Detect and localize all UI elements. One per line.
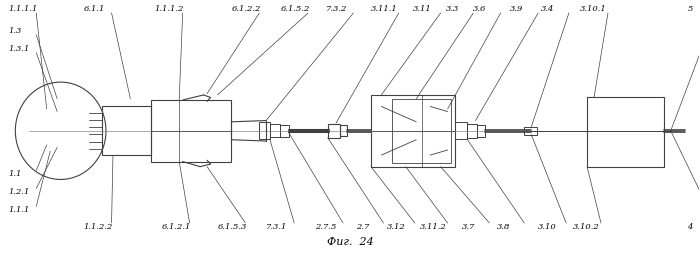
Text: 1.1.1.1: 1.1.1.1 — [8, 5, 38, 13]
Text: 3.8: 3.8 — [496, 223, 510, 231]
Text: 1.2.1: 1.2.1 — [8, 189, 29, 196]
Text: 3.10.1: 3.10.1 — [580, 5, 607, 13]
Text: 1.1.2.2: 1.1.2.2 — [84, 223, 113, 231]
Text: 1.1: 1.1 — [8, 170, 22, 178]
Text: 6.1.1: 6.1.1 — [84, 5, 105, 13]
Bar — [392, 99, 451, 163]
Text: 1.3.1: 1.3.1 — [8, 45, 29, 53]
Bar — [328, 124, 340, 138]
Text: 3.11: 3.11 — [413, 5, 431, 13]
Bar — [524, 127, 537, 135]
Bar — [260, 122, 270, 139]
Text: 6.1.2.2: 6.1.2.2 — [232, 5, 261, 13]
Text: 3.11.1: 3.11.1 — [371, 5, 398, 13]
Text: 6.1.5.3: 6.1.5.3 — [218, 223, 247, 231]
Text: Фиг.  24: Фиг. 24 — [327, 237, 373, 247]
Text: 2.7: 2.7 — [356, 223, 369, 231]
Text: 1.1.1: 1.1.1 — [8, 206, 29, 214]
Text: 3.10.2: 3.10.2 — [573, 223, 600, 231]
Text: 3.4: 3.4 — [541, 5, 554, 13]
Text: 1.3: 1.3 — [8, 27, 22, 35]
Text: 3.10: 3.10 — [538, 223, 557, 231]
Bar — [280, 125, 288, 137]
Text: 2.7.5: 2.7.5 — [315, 223, 337, 231]
Bar — [102, 106, 151, 155]
Bar — [270, 124, 280, 137]
Bar — [371, 95, 454, 167]
Text: 3.6: 3.6 — [473, 5, 486, 13]
Text: 1.1.1.2: 1.1.1.2 — [155, 5, 184, 13]
Text: 6.1.2.1: 6.1.2.1 — [162, 223, 191, 231]
Bar — [587, 97, 664, 167]
Text: 3.11.2: 3.11.2 — [420, 223, 447, 231]
Text: 7.3.2: 7.3.2 — [326, 5, 347, 13]
Bar — [454, 122, 467, 139]
Text: 3.7: 3.7 — [461, 223, 475, 231]
Text: 3.9: 3.9 — [510, 5, 524, 13]
Bar — [340, 125, 347, 136]
Text: 7.3.1: 7.3.1 — [266, 223, 288, 231]
Bar — [467, 124, 477, 138]
Bar — [477, 125, 485, 137]
Text: 3.3: 3.3 — [445, 5, 459, 13]
Text: 5: 5 — [687, 5, 693, 13]
Text: 3.12: 3.12 — [387, 223, 406, 231]
Text: 4: 4 — [687, 223, 693, 231]
Bar — [151, 100, 232, 162]
Text: 6.1.5.2: 6.1.5.2 — [280, 5, 309, 13]
